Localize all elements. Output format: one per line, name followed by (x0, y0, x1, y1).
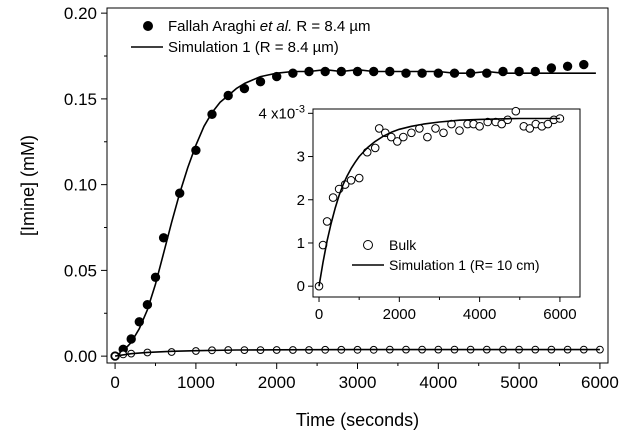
series-4 (114, 348, 600, 357)
legend-label: Fallah Araghi et al. R = 8.4 µm (168, 18, 371, 35)
y-axis-title: [Imine] (mM) (18, 135, 38, 236)
y-tick-label: 0.15 (64, 90, 97, 109)
inset-legend-marker (363, 240, 373, 250)
data-point (482, 68, 492, 78)
inset-x-tick-label: 6000 (543, 306, 576, 323)
inset-data-point (393, 137, 402, 146)
x-tick-label: 5000 (500, 373, 538, 392)
inset-y-tick-label: 3 (297, 149, 305, 166)
inset-x-tick-label: 0 (315, 306, 323, 323)
inset-data-point (455, 126, 464, 135)
series-line (114, 348, 600, 357)
inset-data-point (439, 128, 448, 138)
inset-data-point (370, 143, 380, 153)
series-line (114, 68, 596, 357)
x-axis-title: Time (seconds) (296, 410, 419, 430)
inset-data-point (354, 173, 364, 183)
y-tick-label: 0.05 (64, 261, 97, 280)
inset-series-2 (318, 117, 560, 287)
y-tick-label: 0.00 (64, 347, 97, 366)
inset-y-tick-label: 0 (297, 278, 305, 295)
series-3 (111, 345, 604, 361)
data-point (288, 68, 298, 78)
inset-data-point (497, 119, 507, 129)
inset-x-tick-label: 4000 (463, 306, 496, 323)
inset-series-line (318, 117, 560, 287)
inset-y-tick-label: 4 x10-3 (259, 103, 305, 122)
inset-data-point (475, 122, 484, 131)
legend-label: Simulation 1 (R = 8.4 µm) (168, 39, 339, 56)
inset-data-point (374, 124, 384, 133)
series-2 (114, 68, 596, 357)
inset-legend-label: Bulk (389, 237, 417, 253)
inset-data-point (423, 132, 432, 142)
inset-data-point (407, 128, 416, 138)
data-point (320, 66, 330, 77)
inset-data-point (399, 132, 408, 142)
inset-legend-label: Simulation 1 (R= 10 cm) (389, 257, 540, 273)
data-point (546, 63, 557, 73)
x-tick-label: 2000 (258, 373, 296, 392)
main-plot: 0 1000 2000 3000 4000 5000 6000 0.00 0.05 0.10 0.1… (18, 4, 619, 430)
inset-data-point (387, 132, 396, 142)
inset-legend: Bulk Simulation 1 (R= 10 cm) (352, 237, 540, 273)
inset-data-point (503, 115, 513, 125)
x-tick-label: 0 (110, 373, 119, 392)
inset-data-point (362, 147, 372, 157)
y-tick-label: 0.20 (64, 4, 97, 23)
data-point (579, 59, 589, 70)
inset-y-tick-label: 2 (297, 192, 305, 209)
data-point (498, 66, 508, 77)
data-point (255, 77, 266, 87)
legend-marker (143, 21, 153, 31)
inset-data-point (346, 176, 356, 185)
x-tick-label: 1000 (177, 373, 215, 392)
x-tick-label: 4000 (419, 373, 457, 392)
inset-data-point (511, 106, 521, 116)
data-point (433, 68, 443, 78)
data-point (530, 66, 540, 77)
x-tick-label: 6000 (581, 373, 619, 392)
inset-x-tick-label: 2000 (383, 306, 416, 323)
y-tick-label: 0.10 (64, 176, 97, 195)
legend: Fallah Araghi et al. R = 8.4 µm Simulatio… (131, 18, 371, 56)
inset-data-point (543, 119, 553, 129)
inset-plot: 0 2000 4000 6000 0 1 2 3 4 x10-3 Bulk Simulation 1… (259, 103, 581, 323)
data-point (514, 66, 524, 77)
x-tick-label: 3000 (339, 373, 377, 392)
inset-data-point (322, 217, 332, 226)
inset-data-point (431, 124, 440, 133)
inset-data-point (328, 193, 338, 202)
data-point (352, 66, 363, 77)
data-point (562, 61, 573, 72)
data-point (401, 68, 411, 78)
data-point (417, 68, 427, 78)
inset-data-point (525, 124, 535, 133)
inset-y-tick-label: 1 (297, 235, 305, 252)
